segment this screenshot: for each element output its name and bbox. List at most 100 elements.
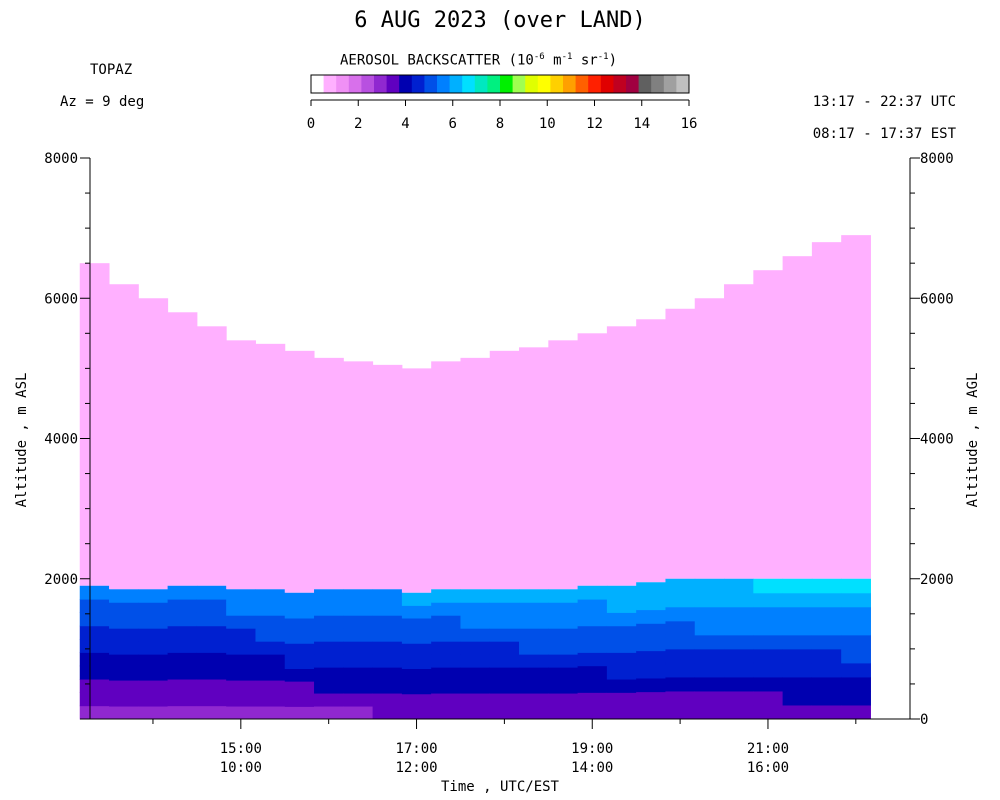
free-troposphere-cell: [489, 350, 520, 590]
boundary-layer-cell: [489, 706, 520, 720]
boundary-layer-cell: [694, 704, 725, 720]
boundary-layer-cell: [665, 648, 696, 664]
boundary-layer-cell: [665, 662, 696, 678]
free-troposphere-cell: [343, 361, 374, 590]
boundary-layer-cell: [431, 693, 461, 707]
boundary-layer-cell: [401, 655, 432, 670]
boundary-layer-cell: [284, 618, 315, 632]
y-left-tick-label: 4000: [44, 432, 78, 448]
boundary-layer-cell: [519, 602, 549, 616]
boundary-layer-cell: [811, 634, 842, 650]
free-troposphere-cell: [255, 343, 286, 590]
boundary-layer-cell: [782, 690, 813, 706]
boundary-layer-cell: [109, 628, 139, 642]
x-tick-label-est: 10:00: [220, 760, 262, 776]
free-troposphere-cell: [138, 298, 169, 590]
boundary-layer-cell: [665, 634, 696, 650]
boundary-layer-cell: [226, 602, 256, 616]
boundary-layer-cell: [79, 665, 110, 680]
boundary-layer-cell: [314, 680, 344, 694]
boundary-layer-cell: [255, 628, 286, 642]
boundary-layer-cell: [460, 680, 491, 694]
colorbar-swatch: [399, 75, 413, 93]
boundary-layer-cell: [665, 578, 696, 594]
boundary-layer-cell: [489, 693, 520, 707]
boundary-layer-cell: [811, 620, 842, 636]
boundary-layer-cell: [79, 692, 110, 707]
boundary-layer-cell: [372, 706, 403, 720]
boundary-layer-cell: [314, 641, 344, 655]
boundary-layer-cell: [196, 585, 227, 600]
boundary-layer-cell: [343, 628, 374, 642]
y-right-tick-label: 4000: [920, 432, 954, 448]
boundary-layer-cell: [753, 704, 784, 720]
boundary-layer-cell: [665, 704, 696, 720]
colorbar-swatch: [500, 75, 513, 93]
boundary-layer-cell: [548, 602, 579, 616]
boundary-layer-cell: [841, 578, 871, 594]
boundary-layer-cell: [284, 643, 315, 657]
free-troposphere-cell: [782, 256, 813, 579]
boundary-layer-cell: [577, 692, 608, 707]
boundary-layer-cell: [724, 662, 754, 678]
boundary-layer-cell: [401, 681, 432, 695]
boundary-layer-cell: [548, 693, 579, 707]
colorbar-swatch: [374, 75, 387, 93]
boundary-layer-cell: [665, 690, 696, 706]
boundary-layer-cell: [372, 654, 403, 668]
boundary-layer-cell: [489, 615, 520, 629]
free-troposphere-cell: [284, 350, 315, 593]
boundary-layer-cell: [665, 592, 696, 608]
boundary-layer-cell: [460, 602, 491, 616]
boundary-layer-cell: [343, 615, 374, 629]
colorbar-swatch: [563, 75, 576, 93]
boundary-layer-cell: [841, 676, 871, 692]
colorbar-swatch: [411, 75, 425, 93]
boundary-layer-cell: [841, 704, 871, 720]
boundary-layer-cell: [548, 615, 579, 629]
boundary-layer-cell: [548, 628, 579, 642]
boundary-layer-cell: [811, 690, 842, 706]
colorbar-swatch: [638, 75, 652, 93]
boundary-layer-cell: [196, 599, 227, 613]
colorbar-swatch: [613, 75, 627, 93]
boundary-layer-cell: [519, 680, 549, 694]
colorbar-swatch: [663, 75, 677, 93]
boundary-layer-cell: [401, 643, 432, 657]
boundary-layer-cell: [519, 615, 549, 629]
boundary-layer-cell: [255, 667, 286, 681]
free-troposphere-cell: [196, 326, 227, 586]
colorbar-swatch: [437, 75, 450, 93]
colorbar-tick-label: 4: [401, 116, 409, 132]
colorbar-swatch: [512, 75, 526, 93]
boundary-layer-cell: [79, 585, 110, 600]
colorbar-swatch: [348, 75, 362, 93]
boundary-layer-cell: [694, 592, 725, 608]
colorbar-swatch: [449, 75, 463, 93]
boundary-layer-cell: [841, 606, 871, 622]
boundary-layer-cell: [255, 641, 286, 655]
boundary-layer-cell: [519, 589, 549, 603]
boundary-layer-cell: [79, 652, 110, 667]
boundary-layer-cell: [753, 578, 784, 594]
boundary-layer-cell: [138, 693, 169, 707]
boundary-layer-cell: [138, 641, 169, 655]
boundary-layer-cell: [841, 634, 871, 650]
boundary-layer-cell: [431, 602, 461, 616]
boundary-layer-cell: [694, 676, 725, 692]
boundary-layer-cell: [519, 706, 549, 720]
boundary-layer-cell: [724, 606, 754, 622]
boundary-layer-cell: [636, 636, 666, 652]
boundary-layer-cell: [196, 692, 227, 707]
boundary-layer-cell: [401, 618, 432, 632]
boundary-layer-cell: [284, 668, 315, 682]
boundary-layer-cell: [782, 662, 813, 678]
boundary-layer-cell: [577, 612, 608, 627]
boundary-layer-cell: [694, 690, 725, 706]
boundary-layer-cell: [314, 654, 344, 668]
boundary-layer-cell: [343, 641, 374, 655]
boundary-layer-cell: [167, 599, 198, 613]
colorbar-swatch: [588, 75, 602, 93]
boundary-layer-cell: [460, 706, 491, 720]
